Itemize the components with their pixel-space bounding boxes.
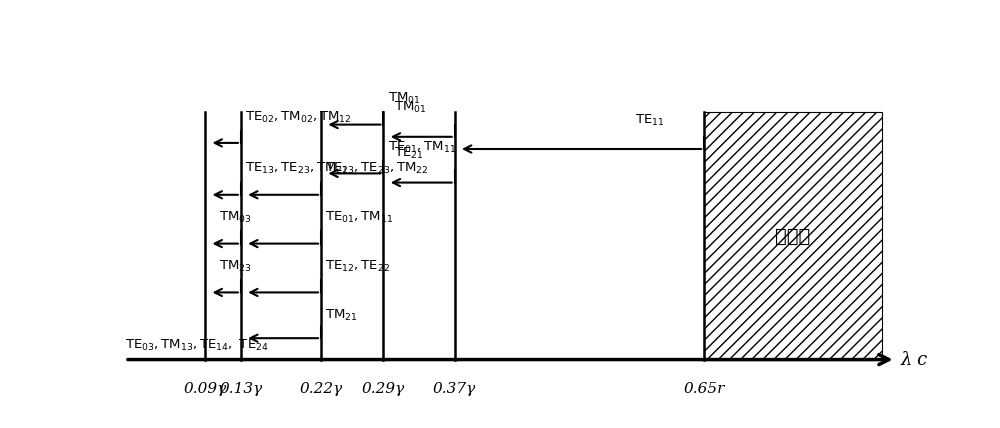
Text: 截止区: 截止区 bbox=[775, 226, 811, 246]
Text: λ c: λ c bbox=[901, 351, 928, 369]
Text: $\mathrm{TE}_{12},\mathrm{TE}_{22}$: $\mathrm{TE}_{12},\mathrm{TE}_{22}$ bbox=[325, 259, 390, 274]
Text: $\mathrm{TM}_{23}$: $\mathrm{TM}_{23}$ bbox=[219, 259, 251, 274]
Text: $\mathrm{TE}_{02},\mathrm{TM}_{02},\mathrm{TM}_{12}$: $\mathrm{TE}_{02},\mathrm{TM}_{02},\math… bbox=[245, 110, 352, 125]
Text: $\mathrm{TM}_{03}$: $\mathrm{TM}_{03}$ bbox=[219, 210, 251, 225]
Bar bbox=[704, 113, 882, 360]
Text: $\mathrm{TM}_{01}$: $\mathrm{TM}_{01}$ bbox=[394, 100, 427, 116]
Text: $\mathrm{TE}_{01},\mathrm{TM}_{11}$: $\mathrm{TE}_{01},\mathrm{TM}_{11}$ bbox=[325, 210, 394, 225]
Text: $\mathrm{TE}_{01},\mathrm{TM}_{11}$: $\mathrm{TE}_{01},\mathrm{TM}_{11}$ bbox=[388, 140, 456, 155]
Text: $\mathrm{TE}_{11}$: $\mathrm{TE}_{11}$ bbox=[635, 113, 664, 128]
Text: $\mathrm{TE}_{21}$: $\mathrm{TE}_{21}$ bbox=[394, 146, 424, 161]
Text: 0.22γ: 0.22γ bbox=[299, 383, 343, 396]
Text: $\mathrm{TM}_{01}$: $\mathrm{TM}_{01}$ bbox=[388, 91, 420, 106]
Text: $\mathrm{TE}_{13},\mathrm{TE}_{23},\mathrm{TM}_{22}$: $\mathrm{TE}_{13},\mathrm{TE}_{23},\math… bbox=[325, 161, 429, 176]
Text: 0.65r: 0.65r bbox=[683, 383, 725, 396]
Text: $\mathrm{TE}_{03},\mathrm{TM}_{13},\mathrm{TE}_{14},\ \mathrm{TE}_{24}$: $\mathrm{TE}_{03},\mathrm{TM}_{13},\math… bbox=[125, 339, 269, 354]
Text: $\mathrm{TM}_{21}$: $\mathrm{TM}_{21}$ bbox=[325, 308, 358, 323]
Text: 0.29γ: 0.29γ bbox=[362, 383, 405, 396]
Text: $\mathrm{TE}_{13},\mathrm{TE}_{23},\mathrm{TM}_{22}$: $\mathrm{TE}_{13},\mathrm{TE}_{23},\math… bbox=[245, 161, 349, 176]
Text: 0.13γ: 0.13γ bbox=[219, 383, 262, 396]
Text: 0.37γ: 0.37γ bbox=[433, 383, 476, 396]
Text: 0.09γ: 0.09γ bbox=[184, 383, 227, 396]
